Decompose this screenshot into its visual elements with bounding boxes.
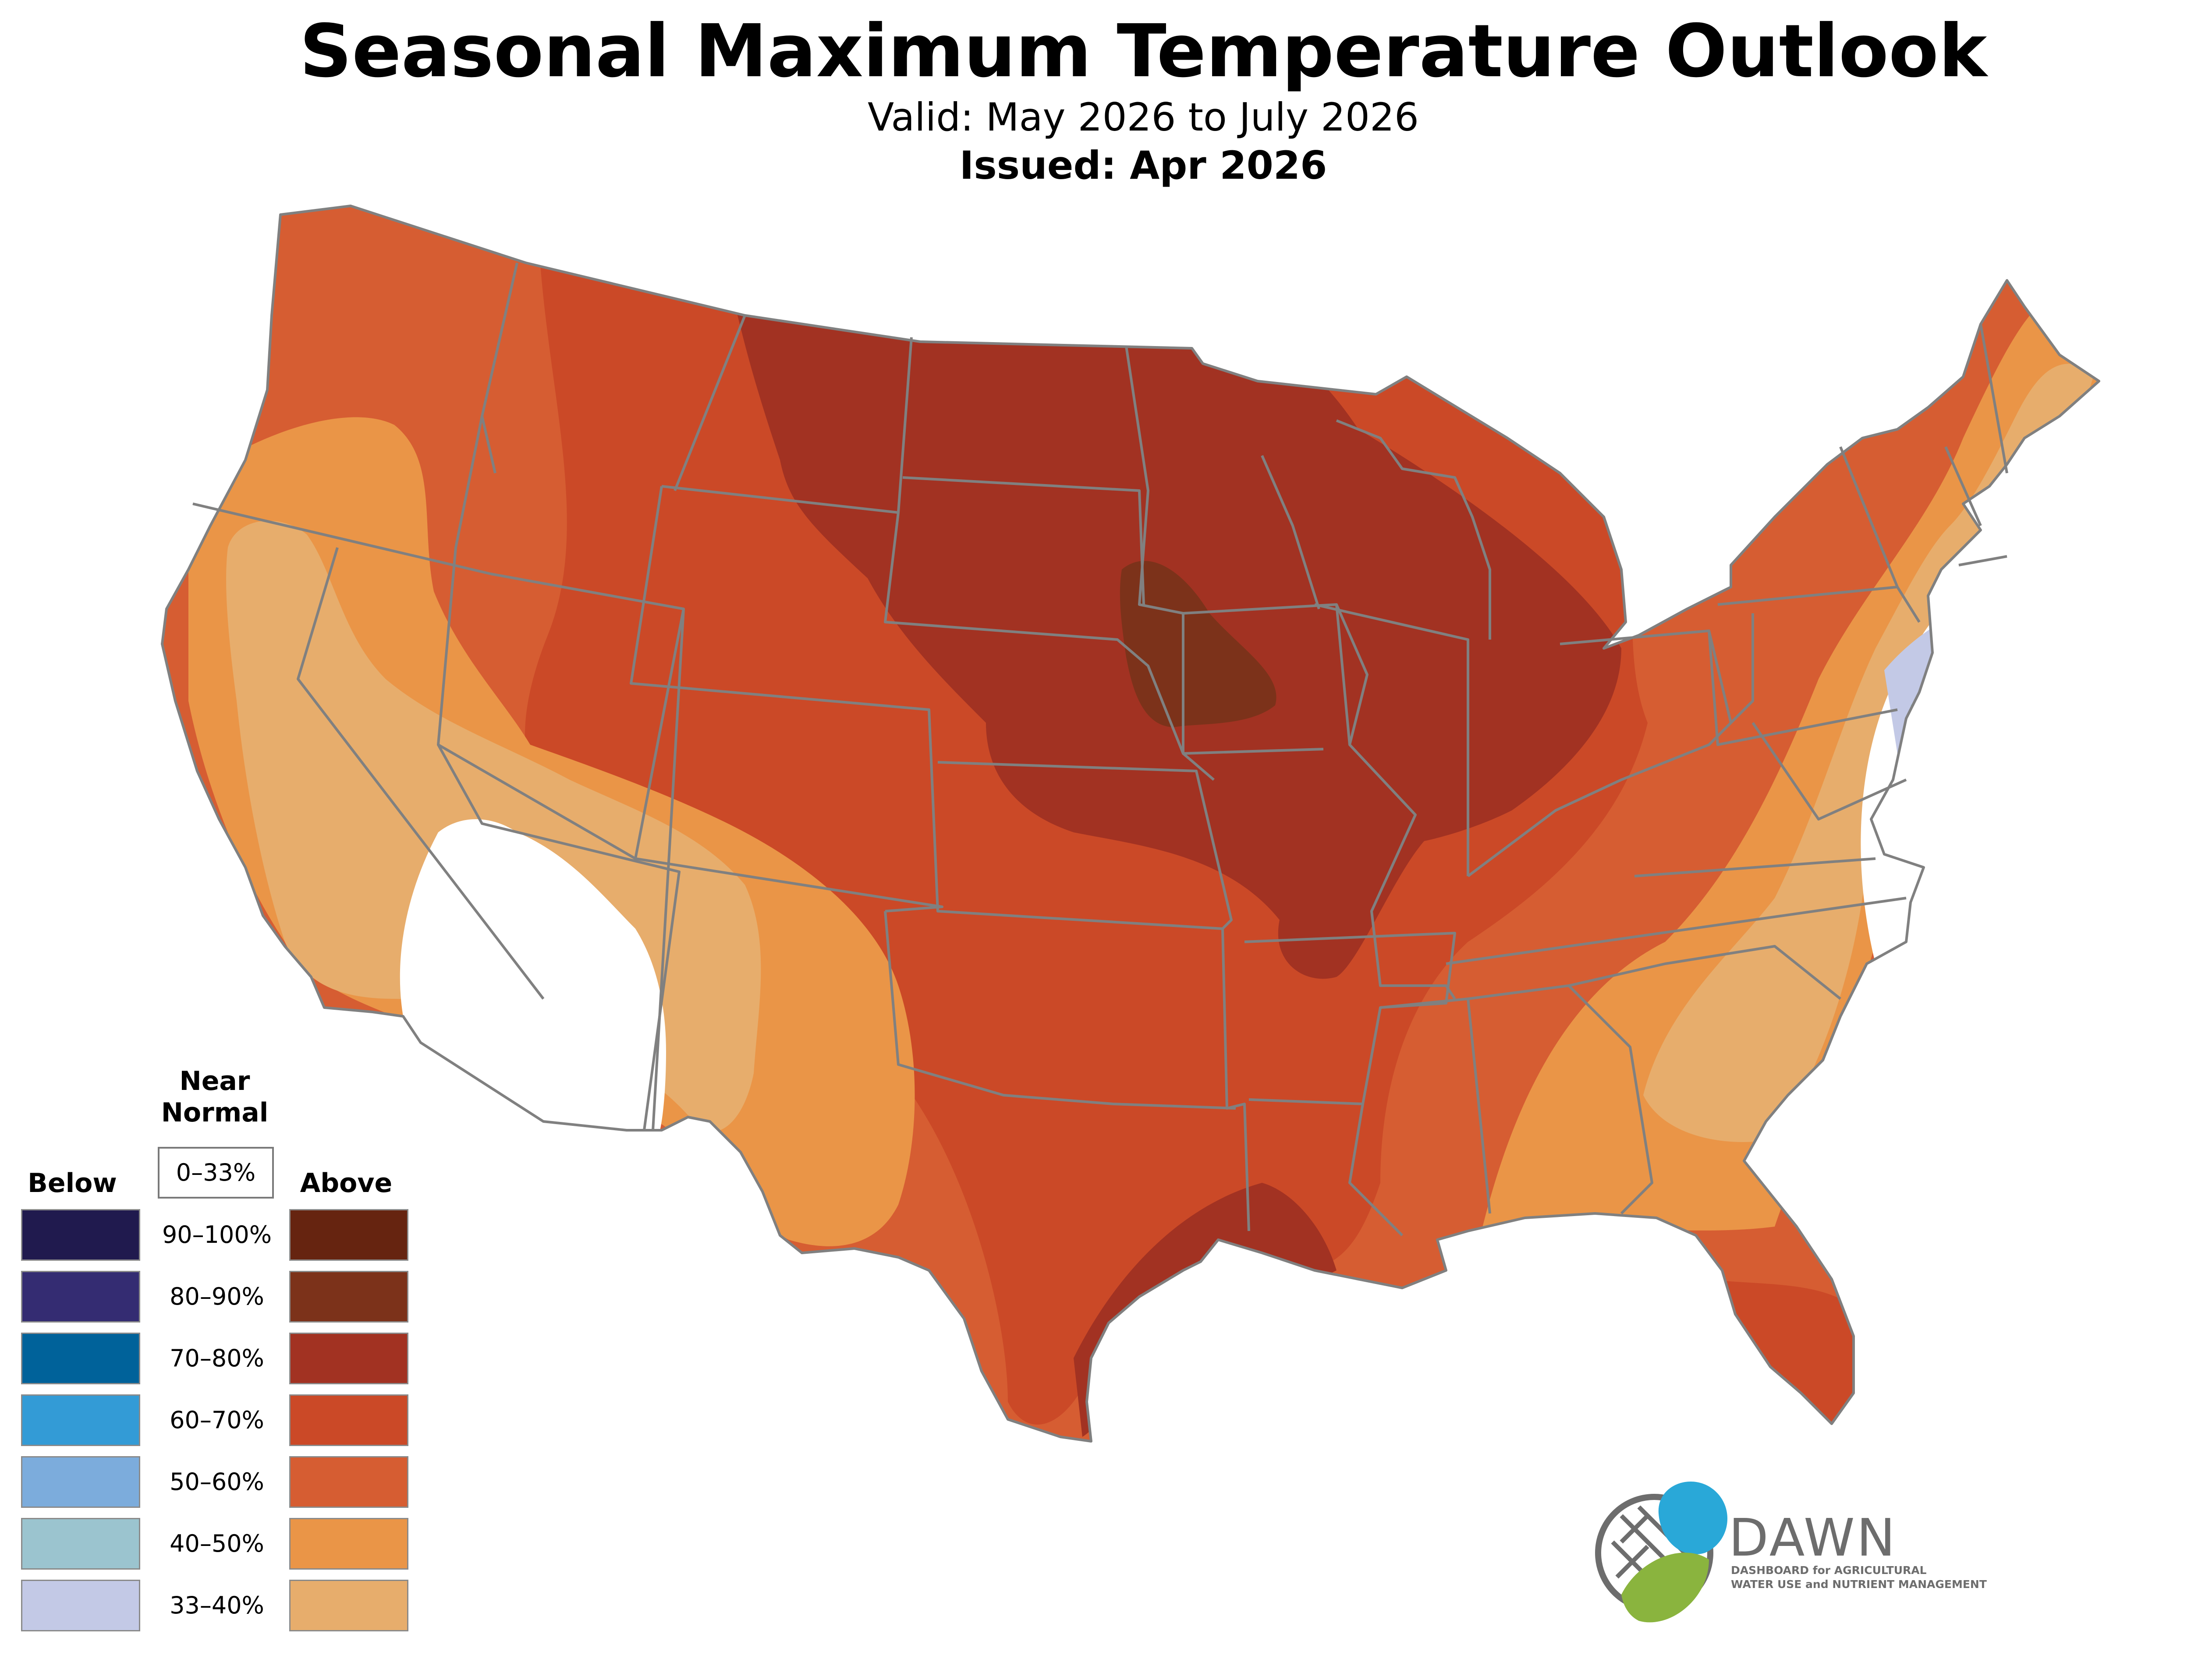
legend-range: 40–50% — [170, 1530, 264, 1557]
legend-range: 60–70% — [170, 1406, 264, 1434]
legend-range: 80–90% — [170, 1283, 264, 1310]
legend-range: 70–80% — [170, 1344, 264, 1372]
legend-range: 33–40% — [170, 1592, 264, 1619]
dawn-logo-graphic — [1595, 1481, 1728, 1623]
above-heading: Above — [300, 1168, 393, 1199]
above-swatch — [289, 1209, 408, 1261]
below-swatch — [21, 1271, 140, 1323]
near-normal-label-line1: Near — [179, 1066, 250, 1096]
dawn-logo-wordmark: DAWN — [1729, 1507, 1897, 1568]
dawn-tagline-line1: DASHBOARD for AGRICULTURAL — [1731, 1564, 1927, 1577]
below-swatch — [21, 1580, 140, 1631]
below-swatch — [21, 1518, 140, 1570]
legend-range: 90–100% — [162, 1221, 272, 1249]
below-swatch — [21, 1394, 140, 1446]
below-swatch — [21, 1333, 140, 1384]
dawn-tagline-line2: WATER USE and NUTRIENT MANAGEMENT — [1731, 1578, 1987, 1591]
valid-period: Valid: May 2026 to July 2026 — [868, 95, 1419, 140]
near-normal-range: 0–33% — [158, 1147, 274, 1199]
above-swatch — [289, 1518, 408, 1570]
legend-range: 50–60% — [170, 1468, 264, 1496]
above-swatch — [289, 1456, 408, 1508]
above-swatch — [289, 1580, 408, 1631]
below-swatch — [21, 1456, 140, 1508]
near-normal-label-line2: Normal — [161, 1097, 269, 1128]
state-boundaries — [161, 205, 2100, 1443]
issued-date: Issued: Apr 2026 — [959, 143, 1327, 188]
above-swatch — [289, 1333, 408, 1384]
above-swatch — [289, 1271, 408, 1323]
page-title: Seasonal Maximum Temperature Outlook — [299, 9, 1987, 94]
near-normal-heading: Near Normal — [149, 1065, 280, 1128]
below-heading: Below — [28, 1168, 117, 1199]
below-swatch — [21, 1209, 140, 1261]
above-swatch — [289, 1394, 408, 1446]
